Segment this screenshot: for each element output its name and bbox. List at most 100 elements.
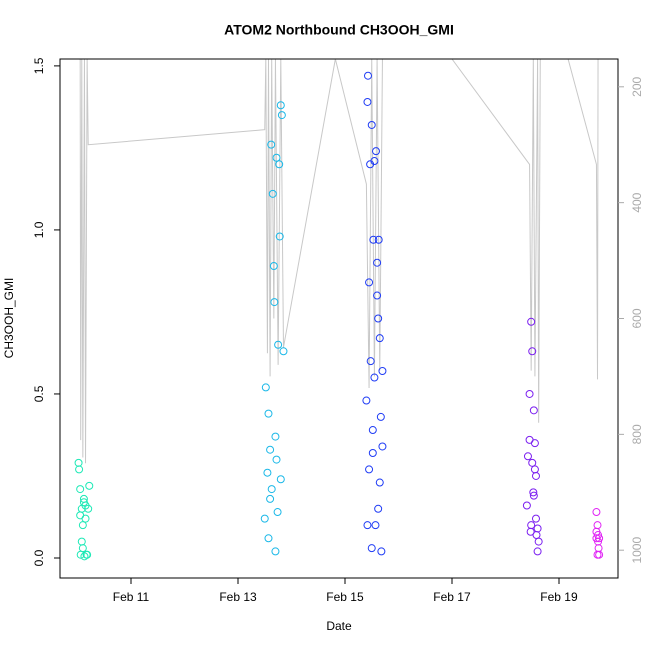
point <box>267 485 276 494</box>
point <box>369 235 378 244</box>
point <box>81 514 90 523</box>
point <box>375 478 384 487</box>
point <box>527 521 536 530</box>
x-tick-label: Feb 19 <box>540 590 578 604</box>
point <box>374 235 383 244</box>
point <box>77 537 86 546</box>
point <box>533 524 542 533</box>
point <box>275 232 284 241</box>
y-tick-label: 0.5 <box>32 385 46 402</box>
point <box>269 262 278 271</box>
point <box>272 455 281 464</box>
point <box>85 481 94 490</box>
point <box>533 547 542 556</box>
point <box>595 550 604 559</box>
point <box>266 494 275 503</box>
y-tick-label: 0.0 <box>32 549 46 566</box>
point <box>592 508 601 517</box>
point <box>373 291 382 300</box>
point <box>370 373 379 382</box>
x-tick-label: Feb 11 <box>113 590 150 604</box>
point <box>527 317 536 326</box>
point <box>274 340 283 349</box>
point <box>75 465 84 474</box>
point <box>529 491 538 500</box>
point <box>523 452 532 461</box>
point <box>270 298 279 307</box>
y2-tick-label: 800 <box>630 424 644 444</box>
point <box>367 544 376 553</box>
point <box>365 465 374 474</box>
point <box>529 488 538 497</box>
point <box>371 521 380 530</box>
x-tick-label: Feb 17 <box>433 590 471 604</box>
point <box>264 534 273 543</box>
point <box>268 189 277 198</box>
y-tick-label: 1.0 <box>32 221 46 238</box>
point <box>363 521 372 530</box>
point <box>377 547 386 556</box>
point <box>525 389 534 398</box>
y2-tick-label: 400 <box>630 192 644 212</box>
x-tick-label: Feb 13 <box>219 590 257 604</box>
point <box>378 366 387 375</box>
point <box>263 468 272 477</box>
y2-tick-label: 1000 <box>630 537 644 564</box>
x-tick-label: Feb 15 <box>326 590 364 604</box>
point <box>595 534 604 543</box>
point <box>78 521 87 530</box>
point <box>372 147 381 156</box>
point <box>362 396 371 405</box>
point <box>273 508 282 517</box>
y-tick-label: 1.5 <box>32 57 46 74</box>
y-axis-label: CH3OOH_GMI <box>2 278 16 359</box>
point <box>592 527 601 536</box>
point <box>374 314 383 323</box>
x-axis-label: Date <box>326 619 352 633</box>
point <box>277 111 286 120</box>
point <box>374 504 383 513</box>
point <box>528 458 537 467</box>
point <box>271 547 280 556</box>
point <box>373 258 382 267</box>
point <box>76 485 85 494</box>
point <box>276 101 285 110</box>
point <box>365 278 374 287</box>
point <box>275 160 284 169</box>
point <box>266 445 275 454</box>
point <box>366 357 375 366</box>
y2-tick-label: 200 <box>630 76 644 96</box>
point <box>279 347 288 356</box>
plot-area <box>74 59 604 561</box>
point <box>378 442 387 451</box>
point <box>367 120 376 129</box>
point <box>83 550 92 559</box>
point <box>264 409 273 418</box>
point <box>594 537 603 546</box>
point <box>531 471 540 480</box>
point <box>534 537 543 546</box>
point <box>531 514 540 523</box>
point <box>363 71 372 80</box>
point <box>261 383 270 392</box>
point <box>368 449 377 458</box>
point <box>260 514 269 523</box>
point <box>272 153 281 162</box>
point <box>525 435 534 444</box>
point <box>376 412 385 421</box>
pressure-line <box>79 59 599 464</box>
point <box>370 157 379 166</box>
point <box>368 426 377 435</box>
point <box>375 334 384 343</box>
point <box>84 504 93 513</box>
point <box>271 432 280 441</box>
point <box>276 475 285 484</box>
point <box>529 406 538 415</box>
point <box>79 494 88 503</box>
point <box>267 140 276 149</box>
chart-title: ATOM2 Northbound CH3OOH_GMI <box>224 22 454 38</box>
point <box>363 97 372 106</box>
point <box>522 501 531 510</box>
